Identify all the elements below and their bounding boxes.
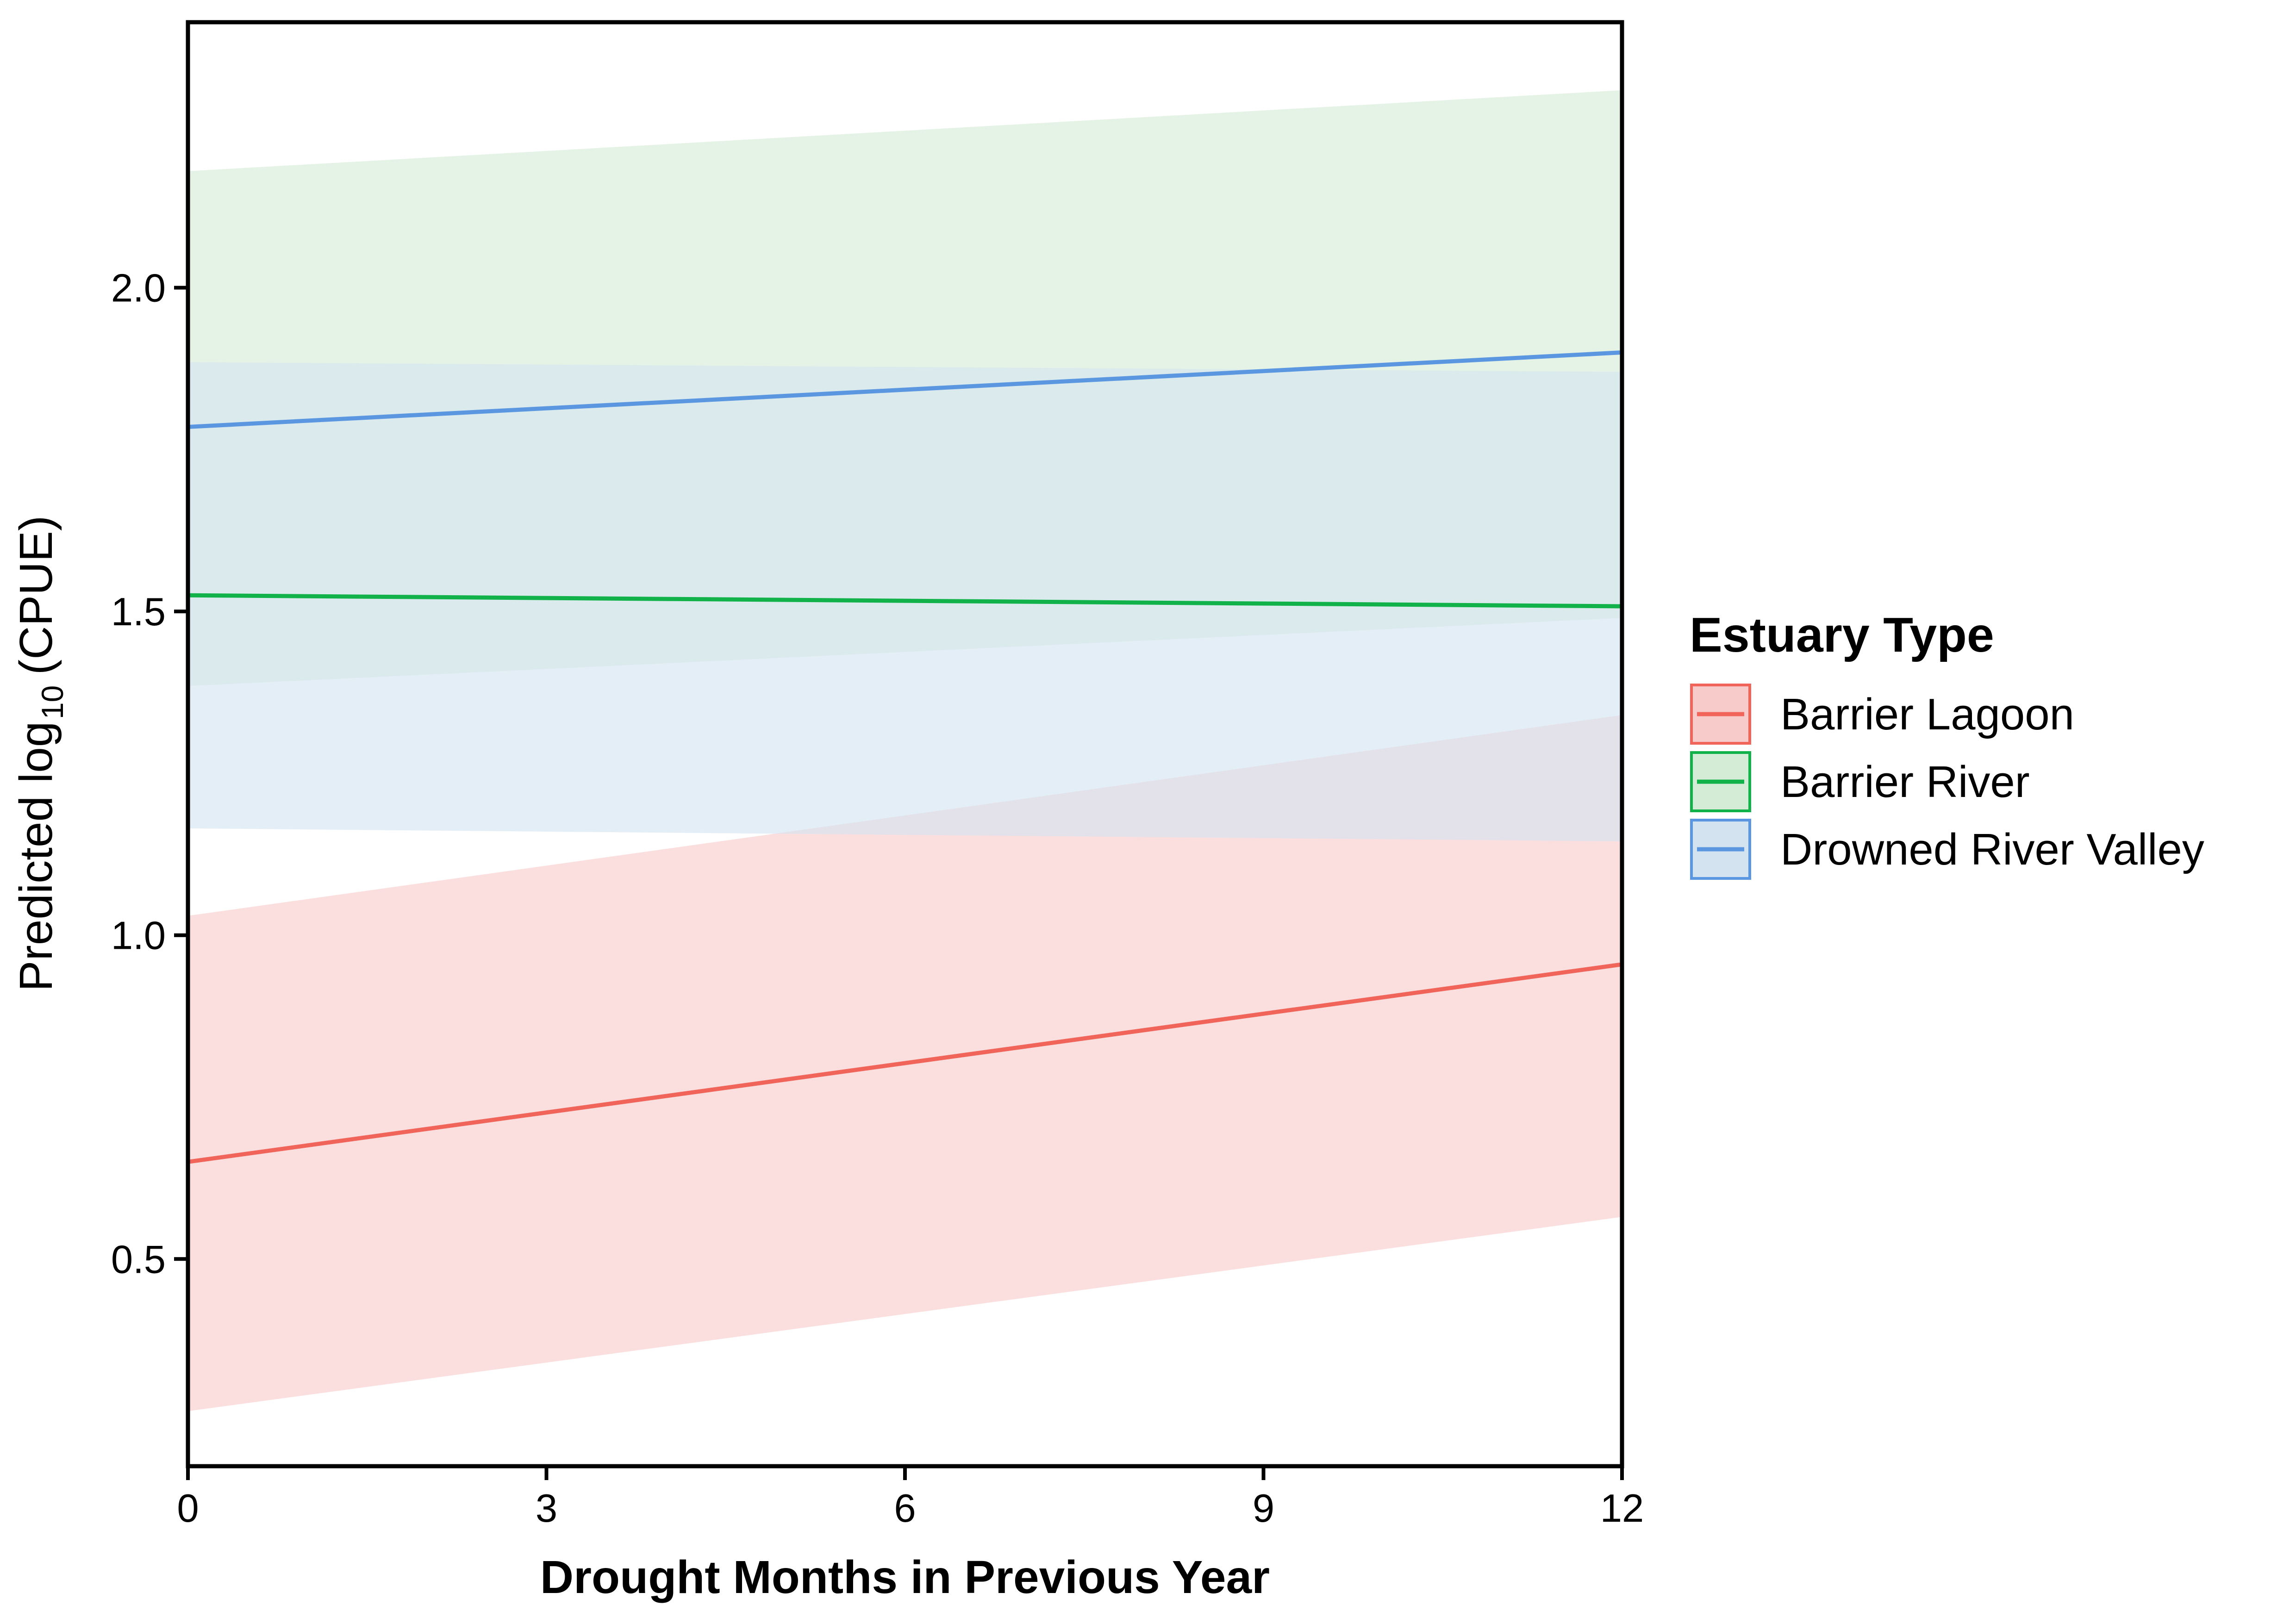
x-tick-label: 12	[1600, 1487, 1644, 1531]
y-axis-title-prefix: Predicted log	[10, 722, 62, 992]
x-axis-title: Drought Months in Previous Year	[540, 1551, 1270, 1603]
line-barrier-lagoon	[187, 962, 1622, 1164]
y-axis-title: Predicted log 10 (CPUE)	[10, 516, 69, 991]
y-axis-title-subscript: 10	[35, 685, 69, 719]
legend-label: Drowned River Valley	[1780, 825, 2204, 874]
legend: Estuary Type Barrier Lagoon Barrier River…	[1690, 608, 2204, 880]
x-tick-label: 0	[177, 1487, 199, 1531]
x-axis: 0 3 6 9 12	[177, 1466, 1644, 1531]
legend-label: Barrier River	[1780, 757, 2030, 807]
y-tick-label: 1.0	[111, 914, 166, 958]
legend-label: Barrier Lagoon	[1780, 690, 2074, 739]
y-axis: 0.5 1.0 1.5 2.0	[111, 267, 188, 1282]
legend-item-barrier-lagoon: Barrier Lagoon	[1690, 684, 2074, 745]
confidence-ribbons	[188, 90, 1622, 1412]
x-tick-label: 6	[894, 1487, 916, 1531]
series-lines	[187, 350, 1622, 1164]
y-tick-label: 0.5	[111, 1238, 166, 1282]
y-tick-label: 1.5	[111, 590, 166, 634]
y-tick-label: 2.0	[111, 267, 166, 311]
legend-item-barrier-river: Barrier River	[1690, 751, 2030, 812]
line-barrier-river	[187, 593, 1622, 609]
y-axis-title-suffix: (CPUE)	[10, 516, 62, 675]
legend-items: Barrier Lagoon Barrier River Drowned River…	[1690, 684, 2204, 880]
x-tick-label: 3	[536, 1487, 557, 1531]
x-tick-label: 9	[1253, 1487, 1274, 1531]
legend-item-drowned-river-valley: Drowned River Valley	[1690, 819, 2204, 880]
legend-title: Estuary Type	[1690, 608, 1994, 662]
line-drowned-river-valley	[187, 350, 1622, 429]
